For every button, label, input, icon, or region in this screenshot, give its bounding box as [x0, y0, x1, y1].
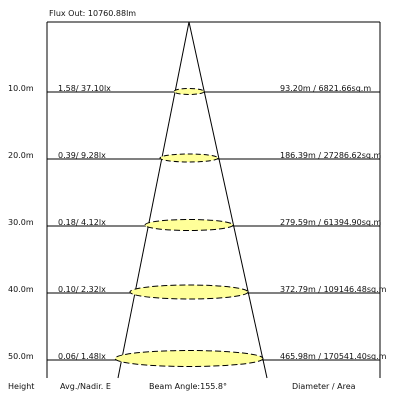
footer-height: Height: [8, 382, 35, 391]
footer-avg-nadir: Avg./Nadir. E: [60, 382, 111, 391]
spot-ellipse-4: [129, 284, 249, 300]
spot-ellipse-2: [159, 153, 219, 163]
flux-out-label: Flux Out: 10760.88lm: [49, 9, 137, 18]
illuminance-label-5: 0.06/ 1.48lx: [58, 352, 106, 361]
height-label-1: 10.0m: [8, 84, 34, 93]
spot-ellipse-3: [144, 219, 234, 231]
height-label-3: 30.0m: [8, 218, 34, 227]
diameter-area-label-1: 93.20m / 6821.66sq.m: [280, 84, 372, 93]
diameter-area-label-2: 186.39m / 27286.62sq.m: [280, 151, 382, 160]
cone-left-edge: [117, 21, 190, 379]
illuminance-label-4: 0.10/ 2.32lx: [58, 285, 106, 294]
diameter-area-label-3: 279.59m / 61394.90sq.m: [280, 218, 382, 227]
height-label-4: 40.0m: [8, 285, 34, 294]
spot-ellipse-1: [173, 88, 205, 95]
footer-diameter-area: Diameter / Area: [292, 382, 356, 391]
footer-beam-angle: Beam Angle:155.8°: [149, 382, 228, 391]
cone-right-edge: [188, 21, 268, 379]
illuminance-label-3: 0.18/ 4.12lx: [58, 218, 106, 227]
illuminance-label-2: 0.39/ 9.28lx: [58, 151, 106, 160]
height-label-2: 20.0m: [8, 151, 34, 160]
illuminance-label-1: 1.58/ 37.10lx: [58, 84, 111, 93]
height-label-5: 50.0m: [8, 352, 34, 361]
diameter-area-label-5: 465.98m / 170541.40sq.m: [280, 352, 387, 361]
diameter-area-label-4: 372.79m / 109146.48sq.m: [280, 285, 387, 294]
spot-ellipse-5: [114, 350, 264, 367]
